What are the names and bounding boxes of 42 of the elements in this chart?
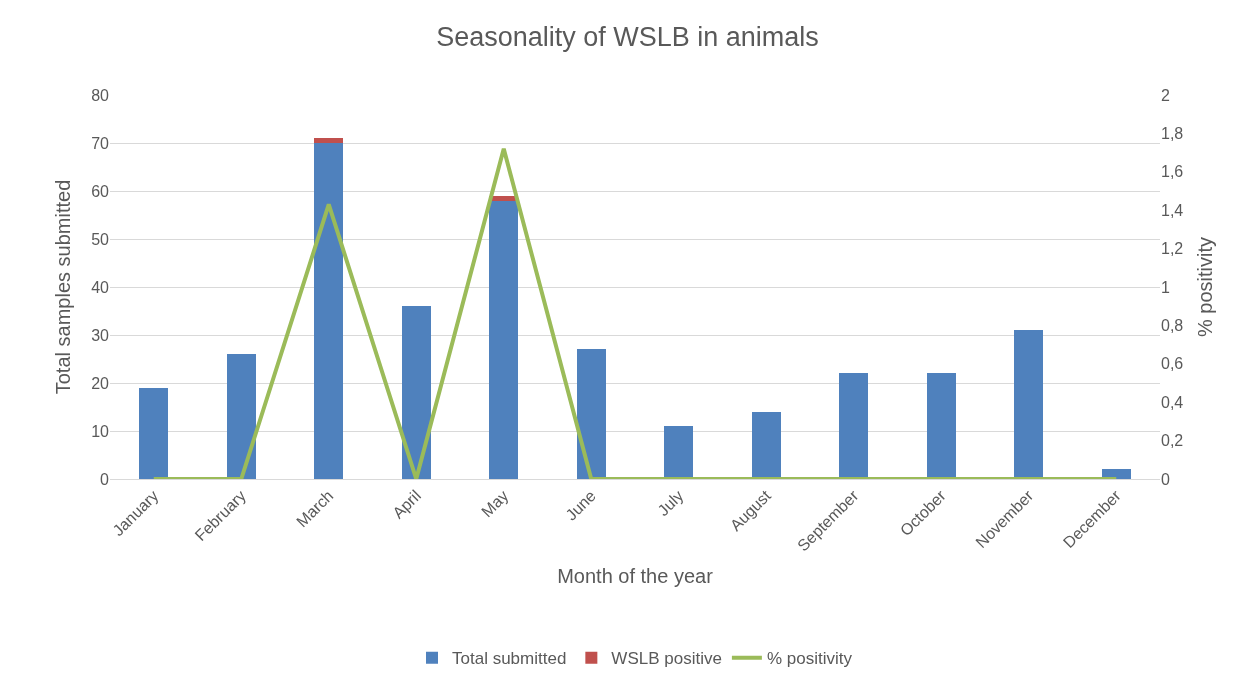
y-tick-label: 20 [91, 374, 110, 392]
y2-tick-label: 0,4 [1161, 393, 1184, 411]
y2-tick-label: 0,8 [1161, 317, 1184, 334]
legend-label: Total submitted [452, 649, 567, 669]
y-tick-label: 60 [91, 182, 110, 200]
bar [751, 411, 781, 479]
chart-title: Seasonality of WSLB in animals [436, 22, 819, 53]
x-tick-label: May [478, 486, 512, 521]
legend-label: % positivity [766, 649, 853, 669]
y2-tick-label: 2 [1161, 86, 1170, 104]
bar [226, 354, 256, 479]
bar [314, 138, 344, 143]
bar [664, 426, 694, 479]
y2-tick-label: 0,6 [1161, 355, 1184, 373]
bar [839, 373, 869, 479]
bar [926, 373, 956, 479]
y2-tick-label: 0 [1161, 470, 1170, 488]
y-axis-title: Total samples submitted [51, 179, 74, 395]
y2-tick-label: 1,6 [1161, 163, 1184, 181]
y2-tick-label: 1,4 [1161, 201, 1184, 219]
y2-tick-label: 1,2 [1161, 240, 1184, 258]
y-tick-label: 70 [91, 134, 110, 152]
y2-tick-label: 1,8 [1161, 125, 1184, 142]
y-tick-label: 80 [91, 86, 110, 104]
y2-tick-label: 1 [1161, 278, 1170, 296]
legend-label: WSLB positive [611, 649, 722, 669]
bar [401, 306, 431, 479]
bar [139, 387, 169, 479]
x-tick-label: July [654, 486, 687, 520]
y-tick-label: 50 [91, 230, 110, 248]
bar [1101, 469, 1131, 479]
bar [489, 200, 519, 479]
y-tick-label: 10 [91, 422, 110, 440]
bar [1014, 330, 1044, 479]
x-axis-title: Month of the year [557, 564, 714, 587]
y-tick-label: 0 [100, 470, 110, 488]
y2-tick-label: 0,2 [1161, 432, 1184, 450]
y-tick-label: 40 [91, 278, 110, 296]
bar [314, 143, 344, 479]
y2-axis-title: % positivity [1193, 236, 1216, 338]
y-tick-label: 30 [91, 326, 110, 344]
bar [576, 349, 606, 479]
